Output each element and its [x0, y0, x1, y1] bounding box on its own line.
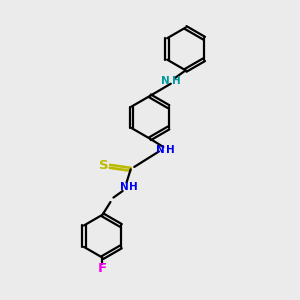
Text: N: N — [120, 182, 128, 192]
Text: N: N — [156, 145, 165, 155]
Text: H: H — [166, 145, 175, 155]
Text: F: F — [98, 262, 107, 275]
Text: H: H — [172, 76, 181, 86]
Text: H: H — [130, 182, 138, 192]
Text: N: N — [161, 76, 170, 86]
Text: S: S — [99, 159, 109, 172]
